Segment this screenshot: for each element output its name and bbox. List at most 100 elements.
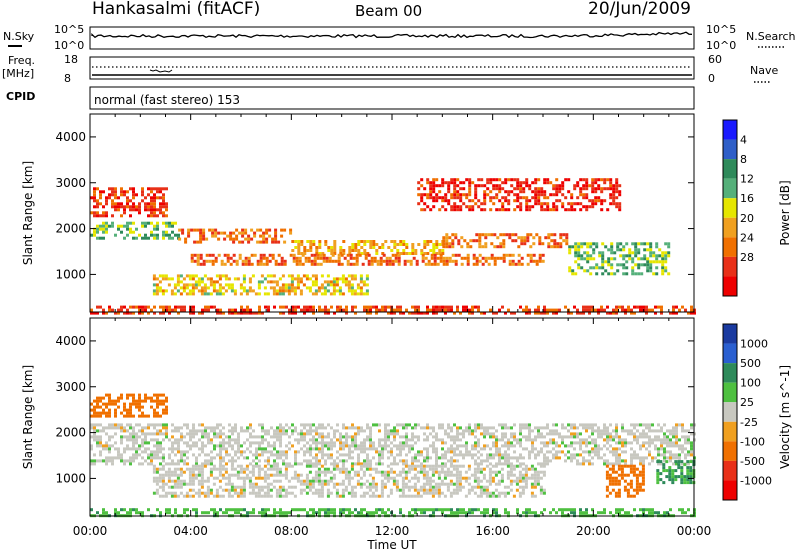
velocity-echo-cell xyxy=(429,432,432,436)
power-echo-cell xyxy=(346,262,350,266)
colorbar-segment xyxy=(723,217,737,238)
velocity-echo-cell xyxy=(353,494,357,498)
velocity-echo-cell xyxy=(219,435,222,439)
power-echo-cell xyxy=(397,253,401,257)
power-echo-cell xyxy=(447,202,451,206)
power-echo-cell xyxy=(456,196,460,200)
velocity-echo-cell xyxy=(126,511,129,515)
power-echo-cell xyxy=(158,280,162,284)
power-echo-cell xyxy=(526,253,530,257)
power-echo-cell xyxy=(639,305,642,309)
velocity-echo-cell xyxy=(573,423,576,427)
power-echo-cell xyxy=(435,193,439,197)
velocity-echo-cell xyxy=(378,450,381,454)
power-echo-cell xyxy=(297,246,301,249)
velocity-echo-cell xyxy=(608,476,612,480)
power-echo-cell xyxy=(311,274,315,278)
velocity-echo-cell xyxy=(267,508,270,512)
velocity-echo-cell xyxy=(611,482,615,486)
velocity-echo-cell xyxy=(315,456,318,460)
power-echo-cell xyxy=(268,228,272,232)
velocity-echo-cell xyxy=(239,494,243,498)
power-echo-cell xyxy=(235,234,239,238)
velocity-echo-cell xyxy=(411,426,414,430)
velocity-echo-cell xyxy=(371,494,375,498)
power-echo-cell xyxy=(441,205,445,209)
power-echo-cell xyxy=(651,308,654,312)
power-echo-cell xyxy=(583,269,587,273)
power-echo-cell xyxy=(594,196,598,200)
velocity-echo-cell xyxy=(369,447,372,451)
velocity-echo-cell xyxy=(299,491,303,495)
velocity-echo-cell xyxy=(257,494,261,498)
velocity-echo-cell xyxy=(369,435,372,439)
nsky-trace xyxy=(91,31,693,39)
velocity-echo-cell xyxy=(180,456,183,460)
power-echo-cell xyxy=(445,262,449,266)
velocity-echo-cell xyxy=(336,429,339,433)
velocity-echo-cell xyxy=(141,450,144,454)
velocity-echo-cell xyxy=(450,511,453,515)
power-echo-cell xyxy=(405,252,409,255)
power-echo-cell xyxy=(99,190,102,194)
power-echo-cell xyxy=(459,181,463,185)
velocity-echo-cell xyxy=(687,453,690,457)
velocity-echo-cell xyxy=(317,473,321,477)
power-echo-cell xyxy=(159,196,162,200)
velocity-echo-cell xyxy=(156,508,159,512)
velocity-echo-cell xyxy=(162,456,165,460)
power-echo-cell xyxy=(108,224,111,228)
velocity-echo-cell xyxy=(266,467,270,471)
power-echo-cell xyxy=(411,246,415,249)
velocity-echo-cell xyxy=(405,453,408,457)
power-echo-cell xyxy=(483,193,487,197)
power-echo-cell xyxy=(159,211,162,215)
velocity-echo-cell xyxy=(324,511,327,515)
power-echo-cell xyxy=(580,245,584,249)
power-echo-cell xyxy=(453,193,457,197)
velocity-echo-cell xyxy=(474,423,477,427)
velocity-echo-cell xyxy=(345,444,348,448)
velocity-echo-cell xyxy=(336,462,339,466)
power-echo-cell xyxy=(214,228,218,232)
power-echo-cell xyxy=(447,308,450,312)
velocity-echo-cell xyxy=(188,467,192,471)
velocity-echo-cell xyxy=(597,453,600,457)
power-echo-cell xyxy=(192,311,195,315)
velocity-echo-cell xyxy=(498,462,501,466)
power-echo-cell xyxy=(576,308,579,312)
velocity-echo-cell xyxy=(203,491,207,495)
velocity-echo-cell xyxy=(398,488,402,492)
power-echo-cell xyxy=(609,181,613,185)
velocity-echo-cell xyxy=(360,462,363,466)
power-echo-cell xyxy=(263,277,267,281)
power-echo-cell xyxy=(319,253,323,257)
power-echo-cell xyxy=(667,251,671,255)
velocity-echo-cell xyxy=(176,494,180,498)
velocity-echo-cell xyxy=(648,429,651,433)
velocity-echo-cell xyxy=(240,450,243,454)
power-echo-cell xyxy=(645,308,648,312)
power-echo-cell xyxy=(546,208,550,212)
power-echo-cell xyxy=(492,196,496,200)
velocity-echo-cell xyxy=(627,432,630,436)
velocity-echo-cell xyxy=(99,423,102,427)
velocity-echo-cell xyxy=(458,482,462,486)
power-echo-cell xyxy=(238,256,242,260)
velocity-echo-cell xyxy=(264,459,267,463)
power-echo-cell xyxy=(423,208,427,212)
velocity-echo-cell xyxy=(687,435,690,439)
velocity-echo-cell xyxy=(468,423,471,427)
velocity-echo-cell xyxy=(320,470,324,474)
velocity-echo-cell xyxy=(477,456,480,460)
velocity-echo-cell xyxy=(486,456,489,460)
power-echo-cell xyxy=(603,308,606,312)
power-echo-cell xyxy=(601,242,605,246)
power-echo-cell xyxy=(141,187,144,191)
velocity-echo-cell xyxy=(339,438,342,442)
velocity-echo-cell xyxy=(686,481,690,485)
power-echo-cell xyxy=(382,259,386,263)
power-echo-cell xyxy=(144,205,147,209)
velocity-echo-cell xyxy=(543,462,546,466)
power-echo-cell xyxy=(126,221,129,225)
